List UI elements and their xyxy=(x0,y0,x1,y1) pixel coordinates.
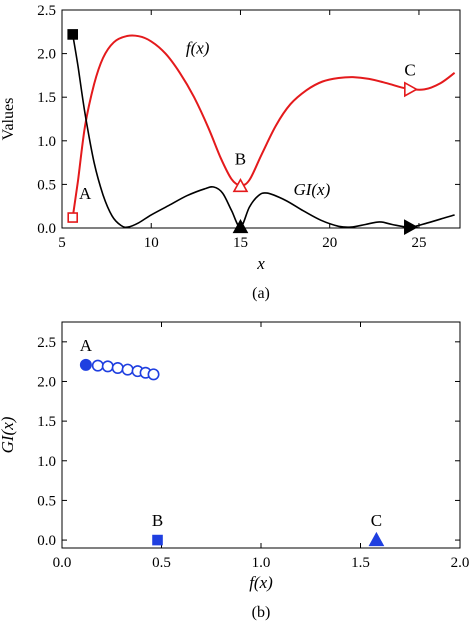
annotation-label: A xyxy=(79,184,92,203)
data-point xyxy=(101,360,114,373)
y-tick-label: 0.5 xyxy=(37,493,56,509)
chart-b-points xyxy=(79,358,385,547)
chart-a-ylabel: Values xyxy=(0,98,17,141)
y-tick-label: 2.5 xyxy=(37,335,56,351)
chart-b-caption: (b) xyxy=(252,604,271,621)
point-marker xyxy=(232,218,249,234)
data-point xyxy=(152,534,163,546)
y-tick-label: 1.0 xyxy=(37,454,56,470)
annotation-label: GI(x) xyxy=(293,180,330,199)
data-point xyxy=(368,531,385,547)
point-marker xyxy=(232,177,249,193)
chart-a: 5 10 15 20 25 0.0 0.5 1.0 1.5 2.0 2.5 f(x) GI(x) A B C… xyxy=(0,3,461,302)
x-tick-label: 1.0 xyxy=(252,555,271,571)
chart-b-frame xyxy=(61,321,461,549)
chart-b-ylabel: GI(x) xyxy=(0,416,17,453)
y-tick-label: 0.5 xyxy=(37,177,56,193)
data-point xyxy=(111,361,124,374)
point-marker xyxy=(67,29,79,40)
series-line-gi xyxy=(71,34,455,229)
chart-a-caption: (a) xyxy=(252,285,270,302)
x-tick-label: 1.5 xyxy=(351,555,370,571)
series-line-f xyxy=(71,34,456,218)
data-point xyxy=(79,358,92,371)
y-tick-label: 1.0 xyxy=(37,134,56,150)
y-tick-label: 1.5 xyxy=(37,414,56,430)
y-tick-label: 2.0 xyxy=(37,374,56,390)
chart-b: 0.0 0.5 1.0 1.5 2.0 0.0 0.5 1.0 1.5 2.0 2.5 A B C GI… xyxy=(0,321,469,621)
data-point xyxy=(121,363,134,376)
x-tick-label: 5 xyxy=(58,235,66,251)
point-label: B xyxy=(152,511,163,530)
point-label: A xyxy=(80,336,93,355)
x-tick-label: 2.0 xyxy=(451,555,470,571)
x-tick-label: 15 xyxy=(233,235,248,251)
chart-a-annotations: f(x) GI(x) A B C xyxy=(79,39,416,204)
y-tick-label: 2.5 xyxy=(37,3,56,19)
y-tick-label: 2.0 xyxy=(37,47,56,63)
x-tick-label: 10 xyxy=(144,235,159,251)
data-point xyxy=(147,368,160,381)
point-label: C xyxy=(371,511,382,530)
annotation-label: B xyxy=(235,149,246,168)
chart-b-ticks: 0.0 0.5 1.0 1.5 2.0 0.0 0.5 1.0 1.5 2.0 2.5 xyxy=(37,322,469,571)
annotation-label: f(x) xyxy=(186,39,210,58)
annotation-label: C xyxy=(404,60,415,79)
chart-a-frame xyxy=(61,9,461,229)
x-tick-label: 0.5 xyxy=(152,555,171,571)
data-point xyxy=(91,359,104,372)
chart-b-point-labels: A B C xyxy=(80,336,382,530)
chart-a-xlabel: x xyxy=(256,254,265,273)
x-tick-label: 0.0 xyxy=(53,555,72,571)
point-marker xyxy=(404,219,419,235)
point-marker xyxy=(404,81,419,98)
x-tick-label: 20 xyxy=(322,235,337,251)
x-tick-label: 25 xyxy=(411,235,426,251)
chart-a-curves xyxy=(71,34,456,229)
y-tick-label: 1.5 xyxy=(37,90,56,106)
y-tick-label: 0.0 xyxy=(37,533,56,549)
chart-a-markers xyxy=(67,29,419,235)
y-tick-label: 0.0 xyxy=(37,221,56,237)
chart-b-xlabel: f(x) xyxy=(249,573,273,592)
chart-a-ticks: 5 10 15 20 25 0.0 0.5 1.0 1.5 2.0 2.5 xyxy=(37,3,460,251)
point-marker xyxy=(67,212,79,223)
